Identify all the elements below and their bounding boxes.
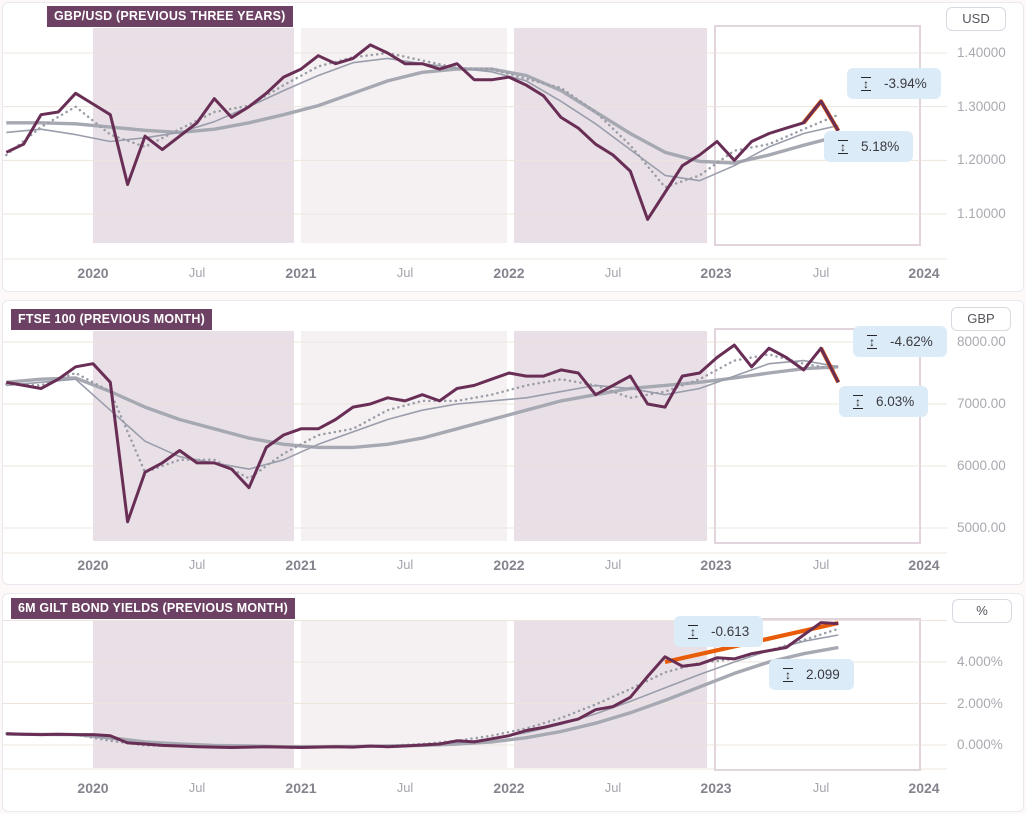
x-axis-tick-label-jul: Jul [604,265,622,280]
plot-area: 1.40000 1.30000 1.20000 1.10000 2020 Jul 2021 J… [3,3,1023,291]
y-axis-tick-label: 4.000% [957,654,1003,669]
annotation-value: -4.62% [890,334,933,349]
axis-unit-badge[interactable]: % [952,599,1012,623]
chart-panel-gbpusd: 1.40000 1.30000 1.20000 1.10000 2020 Jul 2021 J… [2,2,1024,292]
annotation-value: 5.18% [861,139,900,154]
x-axis-tick-label-2024: 2024 [908,780,940,796]
x-axis-tick-label-2023: 2023 [700,265,732,281]
y-axis-tick-label: 1.20000 [957,152,1006,168]
annotation-value: -0.613 [711,624,750,639]
measure-annotation-badge: ↕ 2.099 [769,659,854,690]
x-axis-tick-label-2020: 2020 [77,265,109,281]
x-axis-tick-label-2020: 2020 [77,557,109,573]
plot-area: 4.000% 2.000% 0.000% 2020 Jul 2021 Jul 2022 Jul 2… [3,594,1023,811]
measure-annotation-badge: ↕ 5.18% [824,131,914,162]
x-axis-tick-label-jul: Jul [604,780,622,795]
y-axis-tick-label: 2.000% [957,695,1003,711]
chart-title-badge: FTSE 100 (PREVIOUS MONTH) [11,309,212,330]
y-axis-tick-label: 1.10000 [957,206,1006,221]
chart-canvas [3,618,947,771]
series-price-line [6,621,839,749]
y-axis-tick-label: 5000.00 [957,520,1006,535]
y-axis-tick-label: 1.30000 [957,98,1006,114]
x-axis-tick-label-jul: Jul [812,780,830,795]
x-axis-tick-label-jul: Jul [604,557,622,572]
vertical-measure-icon: ↕ [688,624,698,639]
annotation-value: 6.03% [876,394,915,409]
chart-panel-gilt-yields: 4.000% 2.000% 0.000% 2020 Jul 2021 Jul 2022 Jul 2… [2,593,1024,812]
series-ma-thick-line [6,67,839,165]
measure-annotation-badge: ↕ -0.613 [674,616,764,647]
series-ma-thick-line [6,365,839,450]
x-axis-tick-label-2022: 2022 [493,265,525,281]
axis-unit-badge[interactable]: GBP [951,307,1011,331]
vertical-measure-icon: ↕ [867,334,877,349]
x-axis-tick-label-jul: Jul [396,557,414,572]
chart-title-badge: 6M GILT BOND YIELDS (PREVIOUS MONTH) [11,598,295,619]
plot-area: 8000.00 7000.00 6000.00 5000.00 2020 Jul 2021 J… [3,301,1023,584]
x-axis-tick-label-2022: 2022 [493,780,525,796]
annotation-value: 2.099 [806,667,840,682]
measure-annotation-badge: ↕ 6.03% [839,386,929,417]
vertical-measure-icon: ↕ [838,139,848,154]
chart-panel-ftse100: 8000.00 7000.00 6000.00 5000.00 2020 Jul 2021 J… [2,300,1024,585]
x-axis-tick-label-jul: Jul [812,557,830,572]
vertical-measure-icon: ↕ [853,394,863,409]
x-axis-tick-label-jul: Jul [188,557,206,572]
x-axis-tick-label-jul: Jul [396,265,414,280]
x-axis-tick-label-2023: 2023 [700,557,732,573]
x-axis-tick-label-jul: Jul [188,265,206,280]
x-axis-tick-label-2024: 2024 [908,265,940,281]
series-price-line [5,43,840,221]
x-axis-tick-label-jul: Jul [812,265,830,280]
x-axis-tick-label-2021: 2021 [285,265,317,281]
series-price-line [6,343,840,524]
x-axis-tick-label-2023: 2023 [700,780,732,796]
chart-title-badge: GBP/USD (PREVIOUS THREE YEARS) [47,6,293,27]
y-axis-tick-label: 6000.00 [957,458,1006,473]
x-axis-tick-label-2021: 2021 [285,557,317,573]
vertical-measure-icon: ↕ [783,667,793,682]
y-axis-tick-label: 0.000% [957,737,1003,752]
annotation-value: -3.94% [884,76,927,91]
y-axis-tick-label: 8000.00 [957,334,1006,349]
vertical-measure-icon: ↕ [861,76,871,91]
x-axis-tick-label-2024: 2024 [908,557,940,573]
measure-annotation-badge: ↕ -3.94% [847,68,941,99]
x-axis-tick-label-2020: 2020 [77,780,109,796]
axis-unit-badge[interactable]: USD [946,7,1006,31]
measure-annotation-badge: ↕ -4.62% [853,326,947,357]
x-axis-tick-label-2021: 2021 [285,780,317,796]
x-axis-tick-label-jul: Jul [396,780,414,795]
x-axis-tick-label-jul: Jul [188,780,206,795]
y-axis-tick-label: 7000.00 [957,396,1006,411]
x-axis-tick-label-2022: 2022 [493,557,525,573]
series-ma-thin-line [6,359,839,470]
chart-canvas [3,328,947,554]
y-axis-tick-label: 1.40000 [957,45,1006,60]
